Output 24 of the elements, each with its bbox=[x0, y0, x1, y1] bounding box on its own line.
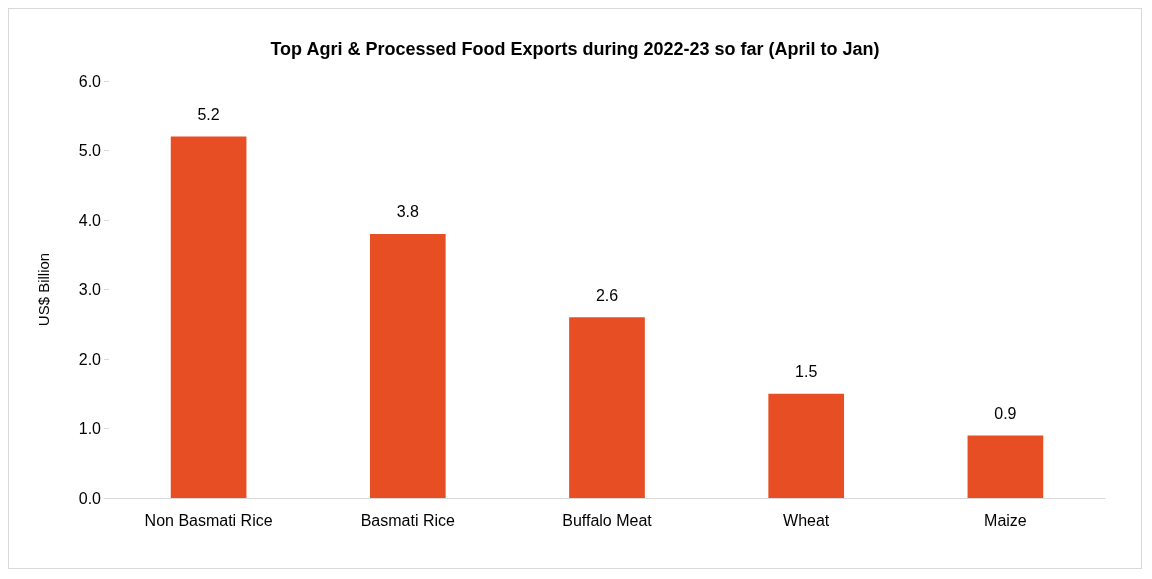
y-axis-title: US$ Billion bbox=[35, 252, 52, 327]
x-tick-label: Wheat bbox=[783, 511, 830, 529]
bar bbox=[768, 393, 845, 498]
y-tick-label: 4.0 bbox=[78, 211, 102, 229]
y-tick-label: 5.0 bbox=[78, 142, 102, 159]
x-tick-label: Basmati Rice bbox=[360, 511, 456, 529]
x-tick-label: Buffalo Meat bbox=[562, 511, 653, 529]
y-tick-label: 1.0 bbox=[78, 420, 102, 437]
y-tick-label: 0.0 bbox=[78, 489, 102, 507]
y-tick-label: 6.0 bbox=[78, 72, 102, 90]
bar bbox=[170, 136, 247, 498]
y-tick-label: 2.0 bbox=[78, 350, 102, 368]
bar bbox=[569, 317, 645, 498]
data-label: 1.5 bbox=[795, 363, 818, 381]
data-label: 5.2 bbox=[197, 106, 220, 124]
chart-title: Top Agri & Processed Food Exports during 2022-23 so far (April to Jan) bbox=[270, 39, 880, 59]
x-tick-label: Maize bbox=[984, 511, 1027, 529]
bar bbox=[369, 233, 446, 498]
data-label: 2.6 bbox=[595, 286, 619, 304]
y-tick-label: 3.0 bbox=[78, 281, 102, 298]
x-tick-label: Non Basmati Rice bbox=[144, 511, 273, 529]
data-label: 3.8 bbox=[396, 203, 420, 221]
bar bbox=[967, 435, 1044, 498]
data-label: 0.9 bbox=[994, 404, 1017, 422]
